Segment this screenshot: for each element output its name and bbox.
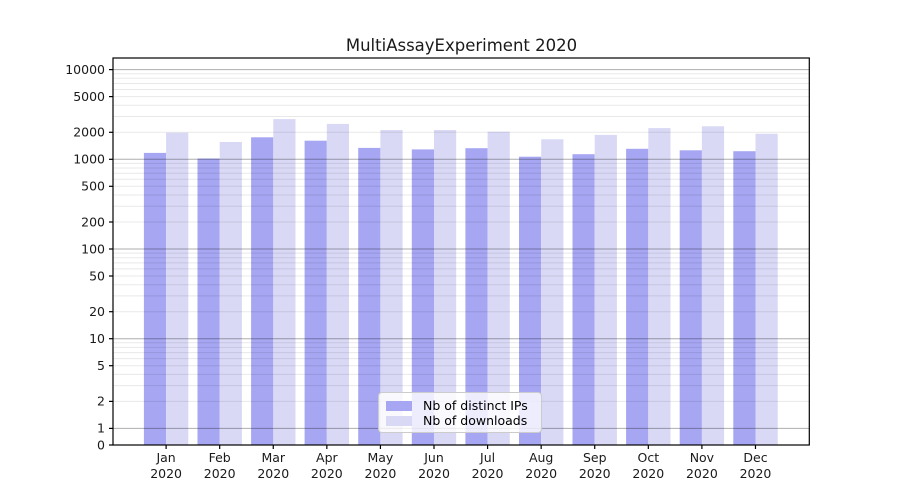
x-tick-label-year: 2020 — [472, 466, 504, 481]
x-tick-label-month: Dec — [743, 450, 767, 465]
x-tick-label-year: 2020 — [204, 466, 236, 481]
x-tick-label-year: 2020 — [579, 466, 611, 481]
bar-nb-of-downloads-nov-2020 — [701, 126, 725, 446]
x-tick-label-month: Jul — [479, 450, 495, 465]
x-tick-label-month: Jun — [423, 450, 444, 465]
y-tick-label: 100 — [81, 241, 105, 256]
legend: Nb of distinct IPs Nb of downloads — [378, 392, 542, 433]
bar-nb-of-distinct-ips-may-2020 — [358, 147, 381, 445]
bar-nb-of-downloads-oct-2020 — [648, 128, 671, 445]
bar-nb-of-distinct-ips-dec-2020 — [733, 151, 756, 445]
y-tick-label: 50 — [89, 268, 105, 283]
bar-nb-of-distinct-ips-apr-2020 — [304, 140, 327, 445]
y-tick-label: 1000 — [73, 152, 105, 167]
y-tick-label: 200 — [81, 214, 105, 229]
legend-label-distinct-ips: Nb of distinct IPs — [423, 398, 528, 413]
y-tick-label: 10 — [89, 331, 105, 346]
y-tick-label: 5000 — [73, 89, 105, 104]
bar-nb-of-distinct-ips-oct-2020 — [626, 148, 649, 446]
x-tick-label-month: Oct — [638, 450, 660, 465]
x-tick-label-month: May — [367, 450, 393, 465]
x-tick-label-year: 2020 — [418, 466, 450, 481]
plot-border — [112, 57, 810, 446]
x-tick-label-month: Sep — [583, 450, 607, 465]
x-tick-label-month: Apr — [316, 450, 338, 465]
legend-item-distinct-ips: Nb of distinct IPs — [386, 398, 533, 413]
x-tick-label-year: 2020 — [740, 466, 772, 481]
x-tick-label-year: 2020 — [257, 466, 289, 481]
bar-nb-of-downloads-jan-2020 — [166, 132, 189, 445]
x-tick-label-month: Aug — [529, 450, 553, 465]
x-tick-label-year: 2020 — [686, 466, 718, 481]
bar-nb-of-downloads-feb-2020 — [219, 142, 242, 445]
bar-nb-of-distinct-ips-mar-2020 — [251, 137, 274, 446]
bar-nb-of-distinct-ips-feb-2020 — [197, 158, 220, 445]
x-tick-label-month: Feb — [209, 450, 231, 465]
bar-nb-of-downloads-jun-2020 — [434, 130, 457, 445]
bar-nb-of-downloads-aug-2020 — [541, 139, 564, 446]
bar-nb-of-distinct-ips-sep-2020 — [572, 154, 595, 445]
x-tick-label-year: 2020 — [311, 466, 343, 481]
x-tick-label-month: Jan — [155, 450, 175, 465]
bar-nb-of-downloads-jul-2020 — [487, 131, 510, 445]
bar-nb-of-distinct-ips-nov-2020 — [679, 150, 702, 446]
y-tick-label: 1 — [97, 421, 105, 436]
y-tick-label: 20 — [89, 304, 105, 319]
y-tick-label: 2000 — [73, 125, 105, 140]
y-tick-label: 0 — [97, 437, 105, 452]
legend-swatch-downloads — [386, 415, 412, 426]
bar-nb-of-downloads-dec-2020 — [755, 133, 778, 445]
x-tick-label-month: Nov — [690, 450, 715, 465]
x-tick-label-year: 2020 — [632, 466, 664, 481]
x-tick-label-month: Mar — [261, 450, 285, 465]
x-tick-label-year: 2020 — [365, 466, 397, 481]
y-tick-label: 2 — [97, 394, 105, 409]
bar-nb-of-distinct-ips-aug-2020 — [519, 156, 542, 445]
bar-nb-of-downloads-apr-2020 — [326, 123, 349, 446]
bar-nb-of-distinct-ips-jan-2020 — [143, 152, 167, 445]
bar-nb-of-downloads-mar-2020 — [273, 119, 296, 445]
y-tick-label: 10000 — [65, 62, 105, 77]
legend-swatch-distinct-ips — [386, 400, 412, 411]
y-tick-label: 5 — [97, 358, 105, 373]
legend-label-downloads: Nb of downloads — [423, 413, 528, 428]
legend-item-downloads: Nb of downloads — [386, 413, 533, 428]
bar-nb-of-downloads-may-2020 — [380, 130, 403, 445]
y-tick-label: 500 — [81, 179, 105, 194]
bar-nb-of-downloads-sep-2020 — [594, 134, 617, 445]
x-tick-label-year: 2020 — [525, 466, 557, 481]
bar-nb-of-distinct-ips-jun-2020 — [411, 149, 434, 445]
x-tick-label-year: 2020 — [150, 466, 182, 481]
chart-title: MultiAssayExperiment 2020 — [345, 36, 578, 55]
bar-nb-of-distinct-ips-jul-2020 — [465, 148, 488, 445]
